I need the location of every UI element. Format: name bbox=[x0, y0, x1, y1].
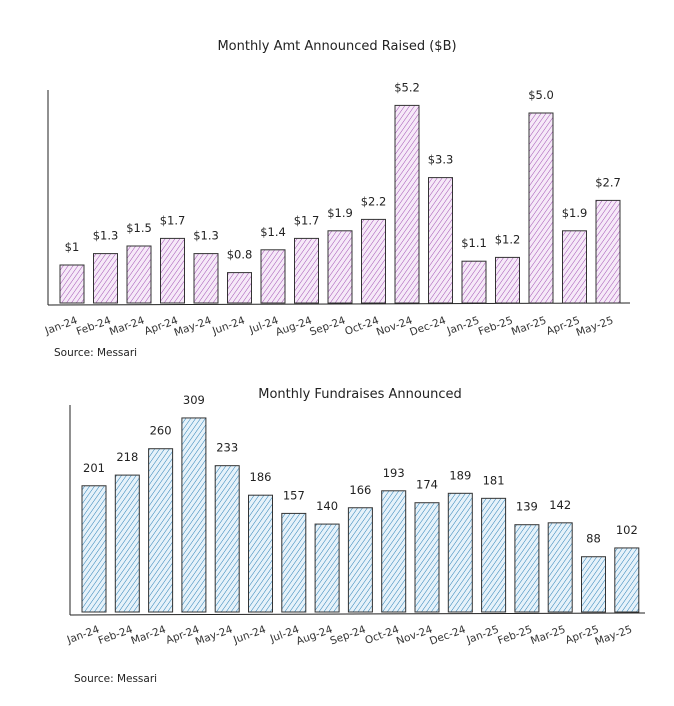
bar-Feb-24 bbox=[114, 474, 140, 613]
x-tick-label: Jan-24 bbox=[43, 314, 80, 337]
bar-Dec-24 bbox=[428, 177, 453, 304]
x-tick-label: Dec-24 bbox=[428, 623, 468, 647]
data-label: 201 bbox=[83, 461, 105, 475]
x-tick-label: Jun-24 bbox=[231, 623, 268, 646]
bar-Dec-24 bbox=[447, 492, 473, 613]
bar-May-24 bbox=[193, 253, 219, 304]
data-label: $1.3 bbox=[93, 229, 119, 243]
chart-amount-raised: Monthly Amt Announced Raised ($B) $1 Jan-… bbox=[43, 39, 631, 359]
bar-Apr-25 bbox=[562, 230, 587, 304]
bar-Mar-24 bbox=[126, 245, 152, 304]
data-label: $1.3 bbox=[193, 229, 219, 243]
bar-Mar-25 bbox=[528, 112, 554, 304]
chart-title: Monthly Amt Announced Raised ($B) bbox=[217, 39, 456, 54]
bar-May-25 bbox=[595, 199, 621, 304]
data-label: 166 bbox=[349, 483, 371, 497]
data-label: $1.7 bbox=[160, 213, 186, 227]
bar-Sep-24 bbox=[327, 230, 353, 304]
data-label: 157 bbox=[283, 488, 305, 502]
x-axis bbox=[69, 612, 646, 616]
bar-Jun-24 bbox=[248, 494, 273, 613]
bar-Sep-24 bbox=[347, 507, 373, 613]
data-label: 260 bbox=[150, 424, 172, 438]
data-label: 102 bbox=[616, 523, 638, 537]
x-tick-label: May-25 bbox=[575, 315, 615, 340]
x-tick-label: May-24 bbox=[173, 314, 214, 339]
bar-Jan-25 bbox=[481, 497, 507, 613]
x-tick-label: Jan-25 bbox=[445, 315, 481, 338]
data-label: $1.4 bbox=[260, 225, 286, 239]
data-label: $2.7 bbox=[595, 175, 621, 189]
bar-Jul-24 bbox=[281, 512, 307, 613]
data-label: 181 bbox=[483, 473, 505, 487]
data-label: 139 bbox=[516, 500, 538, 514]
data-label: 140 bbox=[316, 499, 338, 513]
data-label: $1.7 bbox=[294, 213, 320, 227]
data-label: 88 bbox=[586, 532, 601, 546]
data-label: 174 bbox=[416, 478, 438, 492]
data-label: $1.5 bbox=[126, 221, 152, 235]
data-label: 193 bbox=[383, 466, 405, 480]
x-tick-label: Sep-24 bbox=[329, 623, 368, 647]
data-label: $3.3 bbox=[428, 153, 454, 167]
x-tick-label: Jan-25 bbox=[464, 624, 500, 647]
data-label: $0.8 bbox=[227, 248, 253, 262]
bar-Aug-24 bbox=[314, 523, 340, 613]
data-label: 189 bbox=[449, 468, 471, 482]
bar-Apr-24 bbox=[160, 237, 185, 304]
data-label: 186 bbox=[250, 470, 272, 484]
bar-Mar-24 bbox=[148, 448, 174, 613]
bar-Nov-24 bbox=[414, 502, 440, 613]
data-label: 309 bbox=[183, 393, 205, 407]
bar-Mar-25 bbox=[547, 522, 573, 613]
x-tick-label: Mar-24 bbox=[129, 623, 168, 647]
bar-Feb-24 bbox=[93, 253, 118, 304]
data-label: $1 bbox=[65, 240, 80, 254]
bar-Nov-24 bbox=[394, 104, 420, 304]
data-label: $5.0 bbox=[528, 88, 554, 102]
data-label: 233 bbox=[216, 441, 238, 455]
data-label: $1.9 bbox=[562, 206, 588, 220]
chart-title: Monthly Fundraises Announced bbox=[258, 387, 461, 402]
x-tick-label: Mar-25 bbox=[510, 315, 548, 339]
bar-Jul-24 bbox=[260, 249, 286, 304]
x-tick-label: May-24 bbox=[194, 623, 235, 648]
bar-Jan-25 bbox=[461, 260, 487, 304]
bar-May-25 bbox=[614, 547, 640, 613]
bar-Aug-24 bbox=[294, 237, 319, 304]
bar-Jan-24 bbox=[59, 264, 85, 304]
bar-May-24 bbox=[214, 465, 240, 613]
data-label: $1.2 bbox=[495, 232, 521, 246]
x-tick-label: Mar-25 bbox=[529, 624, 567, 648]
data-label: $1.1 bbox=[461, 236, 487, 250]
x-tick-label: Dec-24 bbox=[408, 314, 448, 338]
bar-Oct-24 bbox=[361, 218, 386, 304]
x-tick-label: Mar-24 bbox=[108, 314, 147, 338]
x-tick-label: May-25 bbox=[593, 624, 633, 649]
x-tick-label: Jun-24 bbox=[210, 314, 247, 337]
x-tick-label: Sep-24 bbox=[308, 314, 347, 338]
source-note: Source: Messari bbox=[54, 347, 137, 359]
bar-Apr-24 bbox=[181, 417, 207, 613]
bar-Jan-24 bbox=[81, 485, 107, 613]
bar-Oct-24 bbox=[381, 490, 407, 613]
bar-Feb-25 bbox=[495, 256, 520, 304]
data-label: 142 bbox=[549, 498, 571, 512]
data-label: 218 bbox=[116, 450, 138, 464]
bar-Feb-25 bbox=[514, 524, 540, 613]
data-label: $5.2 bbox=[394, 80, 420, 94]
data-label: $2.2 bbox=[361, 194, 387, 208]
data-label: $1.9 bbox=[327, 206, 353, 220]
source-note: Source: Messari bbox=[74, 673, 157, 685]
x-tick-label: Jan-24 bbox=[65, 623, 102, 646]
chart-fundraises: Monthly Fundraises Announced 201 Jan-24 21… bbox=[65, 387, 646, 685]
bar-Apr-25 bbox=[581, 556, 606, 613]
bar-Jun-24 bbox=[227, 272, 252, 304]
